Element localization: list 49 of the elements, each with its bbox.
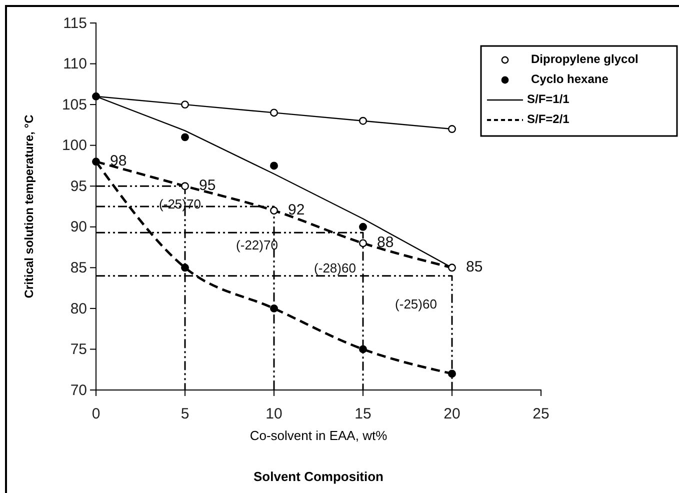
point (270, 162, 278, 170)
point (181, 182, 189, 190)
point (92, 92, 100, 100)
y-tick-label: 110 (63, 56, 87, 73)
y-tick-label: 70 (70, 382, 87, 399)
annotation: 98 (110, 152, 127, 170)
y-axis-title: Critical solution temperature, °C (22, 114, 36, 298)
point (359, 116, 367, 125)
annotation: (-28)60 (314, 260, 356, 276)
point (181, 133, 189, 142)
x-tick-label: 10 (266, 406, 282, 422)
y-tick-label: 75 (70, 341, 87, 358)
y-tick-label: 115 (63, 14, 87, 32)
x-axis-title: Co-solvent in EAA, wt% (250, 428, 388, 443)
legend-label: Cyclo hexane (531, 72, 609, 86)
y-tick-label: 80 (70, 300, 87, 318)
point (270, 206, 278, 215)
point (181, 264, 189, 272)
point (448, 264, 456, 272)
point (270, 108, 278, 117)
point (359, 345, 367, 354)
x-tick-label: 25 (532, 406, 550, 422)
point (181, 100, 189, 109)
point (448, 125, 456, 133)
annotation: 92 (288, 202, 305, 219)
text: Solvent Composition (254, 469, 384, 484)
legend-label: Dipropylene glycol (531, 52, 638, 66)
y-tick-label: 90 (70, 218, 87, 236)
annotation: (-25)70 (159, 196, 201, 212)
y-tick-label: 100 (62, 137, 87, 154)
annotation: 88 (377, 234, 394, 252)
annotation: (-22)70 (236, 237, 278, 252)
y-tick-label: 105 (62, 96, 87, 114)
legend-label: S/F=1/1 (527, 92, 570, 106)
annotation: (-25)60 (395, 296, 437, 312)
y-tick-label: 85 (70, 259, 87, 276)
x-tick-label: 0 (92, 406, 100, 422)
annotation: 85 (466, 258, 483, 276)
x-tick-label: 5 (180, 406, 190, 422)
x-tick-label: 15 (354, 406, 372, 422)
annotation: 95 (199, 177, 216, 194)
point (448, 370, 456, 378)
legend-label: S/F=2/1 (527, 112, 570, 126)
y-tick-label: 95 (70, 178, 87, 195)
point (359, 239, 367, 248)
x-tick-label: 20 (444, 406, 460, 422)
point (359, 222, 367, 231)
point (92, 158, 100, 166)
point (270, 304, 278, 312)
